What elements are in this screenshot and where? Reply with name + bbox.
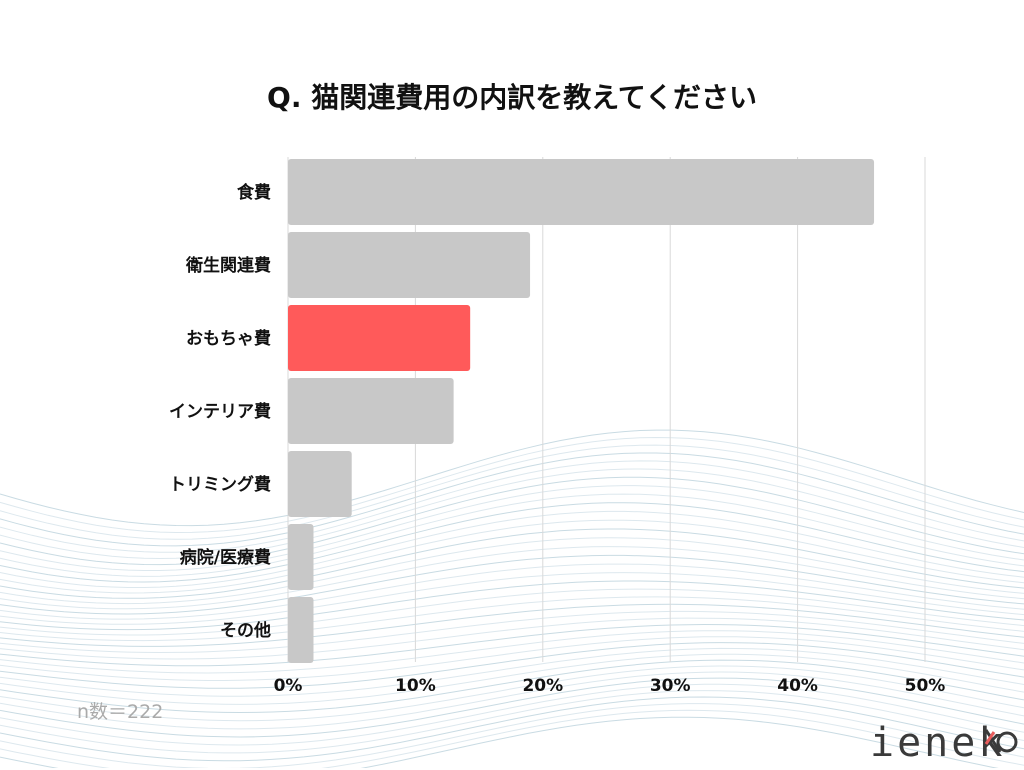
bar — [288, 305, 471, 371]
wave-line — [0, 647, 1024, 697]
wave-line — [0, 630, 1024, 674]
bar — [288, 159, 875, 225]
wave-line — [0, 502, 1024, 583]
wave-line — [0, 683, 1024, 746]
wave-line — [0, 572, 1024, 625]
wave-line — [0, 636, 1024, 681]
ieneko-logo: ienek — [868, 716, 1018, 766]
x-tick-label: 30% — [650, 676, 691, 696]
wave-line — [0, 603, 1024, 647]
wave-line — [0, 476, 1024, 566]
bar — [288, 378, 454, 444]
wave-line — [0, 563, 1024, 620]
ieneko-logo-mark: ienek — [870, 720, 1018, 766]
wave-line — [0, 519, 1024, 594]
category-label: おもちゃ費 — [186, 328, 271, 349]
wave-line — [0, 716, 999, 768]
bar — [288, 524, 314, 590]
wave-line — [0, 690, 1024, 754]
category-label: 病院/医療費 — [180, 547, 271, 568]
wave-line — [0, 444, 1024, 540]
category-label: インテリア費 — [169, 401, 271, 422]
wave-line — [0, 554, 1024, 615]
wave-line — [0, 642, 1024, 689]
category-label: その他 — [220, 620, 271, 641]
bar — [288, 232, 531, 298]
x-tick-label: 0% — [274, 676, 303, 696]
wave-line — [0, 460, 1024, 553]
wave-line — [0, 468, 1024, 560]
wave-line — [0, 493, 1024, 577]
wave-line — [0, 485, 1024, 571]
wave-line — [0, 703, 1024, 768]
wave-line — [0, 610, 1024, 654]
wave-line — [0, 546, 1024, 610]
x-tick-label: 20% — [522, 676, 563, 696]
wave-line — [0, 623, 1024, 667]
wave-line — [0, 580, 1024, 631]
wave-line — [0, 617, 1024, 660]
wave-line — [0, 596, 1024, 642]
wave-line — [0, 671, 1024, 730]
wave-line — [0, 528, 1024, 599]
x-tick-label: 10% — [395, 676, 436, 696]
wave-line — [0, 510, 1024, 588]
wave-line — [0, 677, 1024, 738]
category-label: トリミング費 — [169, 474, 271, 495]
chart-title: Q. 猫関連費用の内訳を教えてください — [267, 81, 757, 114]
svg-text:ienek: ienek — [870, 720, 1005, 766]
wave-line — [0, 537, 1024, 605]
wave-line — [0, 436, 1024, 534]
wave-line — [0, 429, 1024, 527]
wave-line — [0, 653, 1024, 705]
wave-line — [0, 659, 1024, 714]
wave-line — [0, 709, 1024, 768]
category-label: 衛生関連費 — [185, 255, 271, 276]
wave-line — [0, 452, 1024, 547]
wave-line — [0, 696, 1024, 762]
category-label: 食費 — [237, 182, 271, 203]
sample-size-label: n数＝222 — [77, 701, 164, 723]
x-tick-label: 50% — [905, 676, 946, 696]
bar — [288, 451, 352, 517]
x-tick-label: 40% — [777, 676, 818, 696]
wave-line — [0, 665, 1024, 722]
wave-line — [0, 588, 1024, 636]
bar — [288, 597, 314, 663]
